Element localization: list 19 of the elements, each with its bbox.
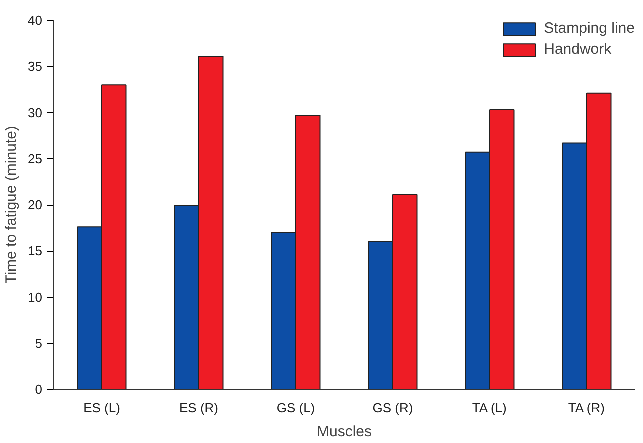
y-tick-label: 0 [35,382,43,397]
x-tick-label: GS (R) [372,400,414,416]
legend-label: Stamping line [544,20,635,37]
x-tick-label: TA (R) [568,400,605,416]
y-tick-label: 40 [28,13,43,28]
y-tick-label: 25 [28,151,43,166]
y-tick-label: 10 [28,290,43,305]
y-tick-label: 30 [28,105,43,120]
y-axis-title: Time to fatigue (minute) [3,126,20,284]
y-tick-label: 35 [28,59,43,74]
x-tick-label: TA (L) [472,400,507,416]
legend-label: Handwork [544,41,612,58]
y-tick-label: 15 [28,244,43,259]
x-tick-label: ES (L) [84,400,120,416]
x-tick-label: ES (R) [180,400,218,416]
y-tick-label: 20 [28,198,43,212]
y-tick-label: 5 [35,336,43,351]
x-axis-title: Muscles [316,424,372,440]
x-tick-label: GS (L) [276,400,316,416]
